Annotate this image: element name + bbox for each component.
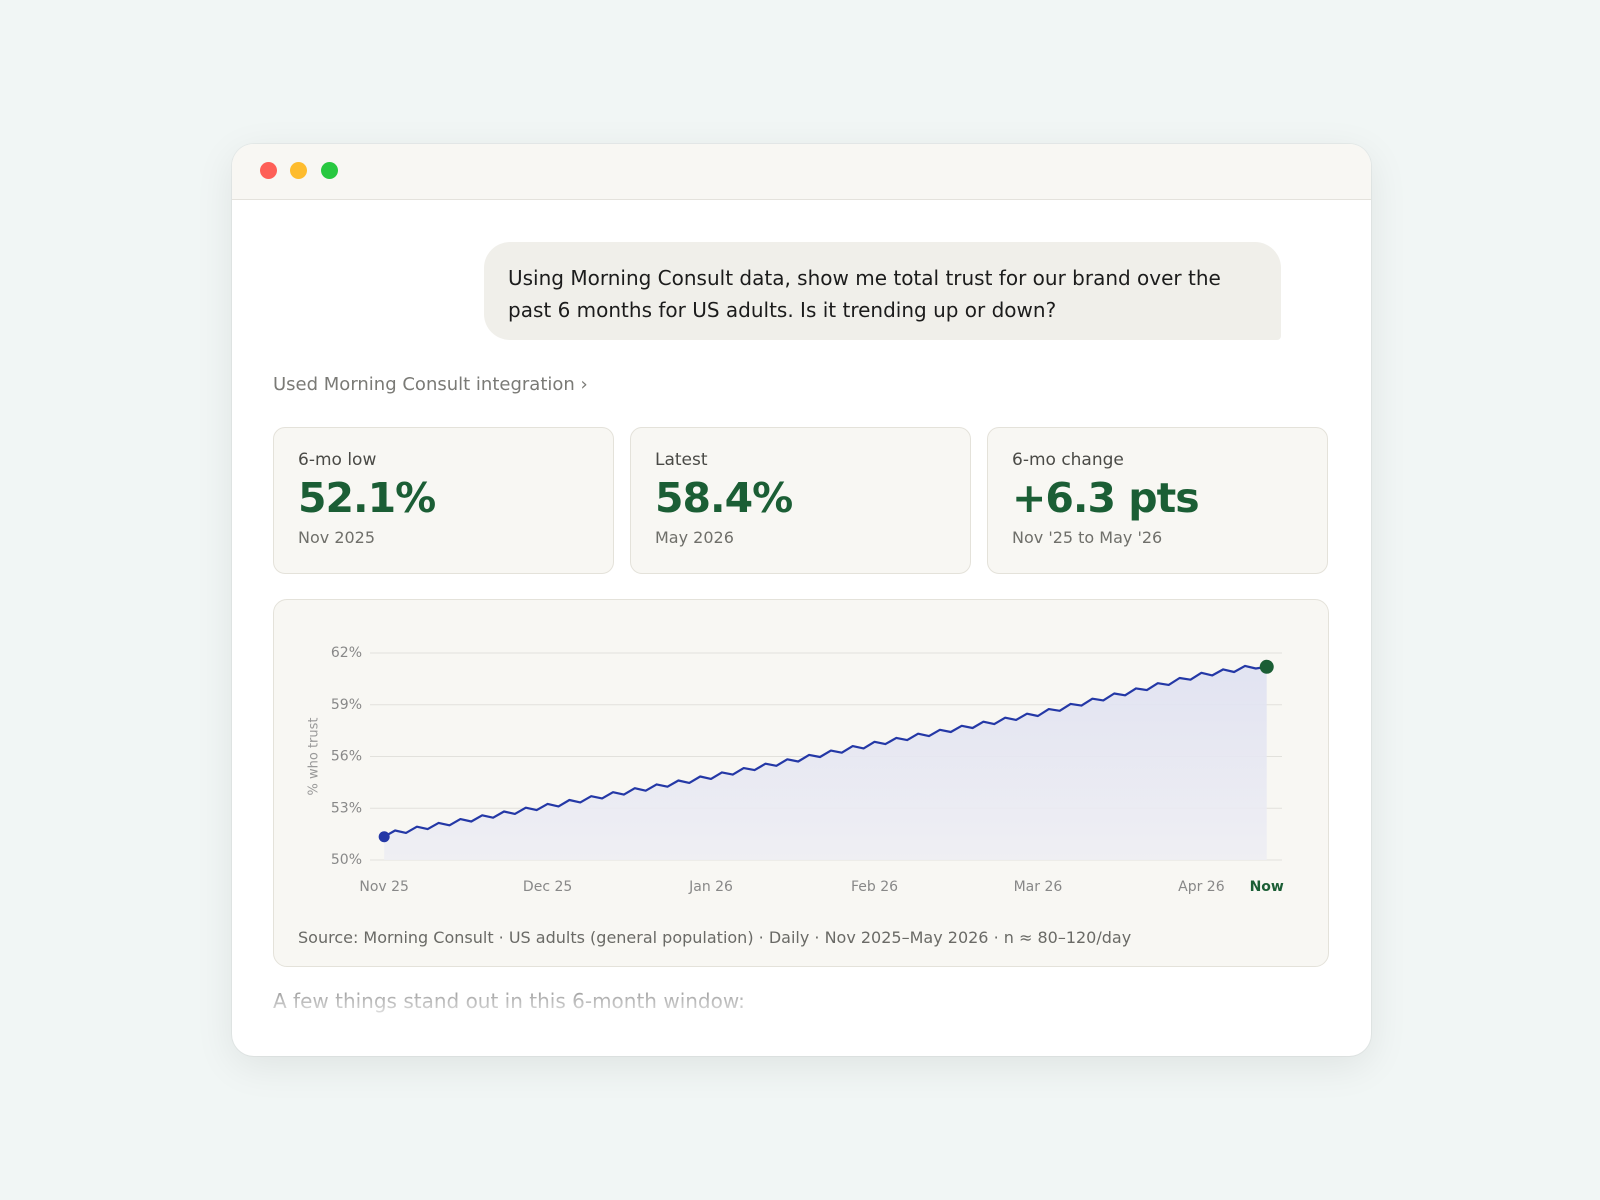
x-tick-label: Feb 26 bbox=[851, 879, 898, 895]
y-tick-label: 53% bbox=[331, 800, 362, 816]
stat-sub: Nov 2025 bbox=[298, 528, 376, 547]
stat-label: Latest bbox=[655, 450, 708, 470]
x-tick-label: Dec 25 bbox=[523, 879, 572, 895]
start-marker bbox=[378, 831, 390, 843]
stat-card: Latest 58.4% May 2026 bbox=[630, 427, 971, 574]
user-message: Using Morning Consult data, show me tota… bbox=[484, 242, 1281, 340]
y-tick-label: 62% bbox=[331, 645, 362, 661]
chart: % who trust 50% 53% 56% 59% 62% Nov 25 Dec 25 Ja… bbox=[307, 645, 1284, 895]
app-window: Using Morning Consult data, show me tota… bbox=[232, 144, 1371, 1056]
stat-sub: May 2026 bbox=[655, 528, 734, 547]
close-button[interactable] bbox=[260, 162, 277, 179]
stat-value: +6.3 pts bbox=[1012, 474, 1200, 522]
stat-value: 58.4% bbox=[655, 474, 793, 522]
y-tick-label: 56% bbox=[331, 749, 362, 765]
y-tick-label: 50% bbox=[331, 852, 362, 868]
x-tick-label: Now bbox=[1250, 879, 1284, 895]
title-bar bbox=[232, 144, 1371, 200]
stat-card: 6-mo change +6.3 pts Nov '25 to May '26 bbox=[987, 427, 1328, 574]
x-tick-label: Apr 26 bbox=[1178, 879, 1225, 895]
y-axis-label: % who trust bbox=[307, 718, 322, 796]
maximize-button[interactable] bbox=[321, 162, 338, 179]
x-tick-label: Nov 25 bbox=[359, 879, 409, 895]
stat-label: 6-mo low bbox=[298, 450, 377, 470]
stat-sub: Nov '25 to May '26 bbox=[1012, 528, 1163, 547]
source-note: Source: Morning Consult · US adults (gen… bbox=[298, 928, 1132, 947]
stat-card: 6-mo low 52.1% Nov 2025 bbox=[273, 427, 614, 574]
end-marker bbox=[1259, 659, 1274, 674]
minimize-button[interactable] bbox=[290, 162, 307, 179]
x-tick-label: Jan 26 bbox=[688, 879, 733, 895]
chart-card: % who trust 50% 53% 56% 59% 62% Nov 25 Dec 25 Ja… bbox=[273, 599, 1329, 967]
x-tick-label: Mar 26 bbox=[1014, 879, 1063, 895]
stat-value: 52.1% bbox=[298, 474, 436, 522]
assistant-text: A few things stand out in this 6-month w… bbox=[273, 989, 745, 1013]
y-tick-label: 59% bbox=[331, 697, 362, 713]
line bbox=[383, 664, 1267, 838]
tool-note[interactable]: Used Morning Consult integration › bbox=[273, 374, 588, 395]
area bbox=[384, 665, 1267, 860]
stat-label: 6-mo change bbox=[1012, 450, 1124, 470]
